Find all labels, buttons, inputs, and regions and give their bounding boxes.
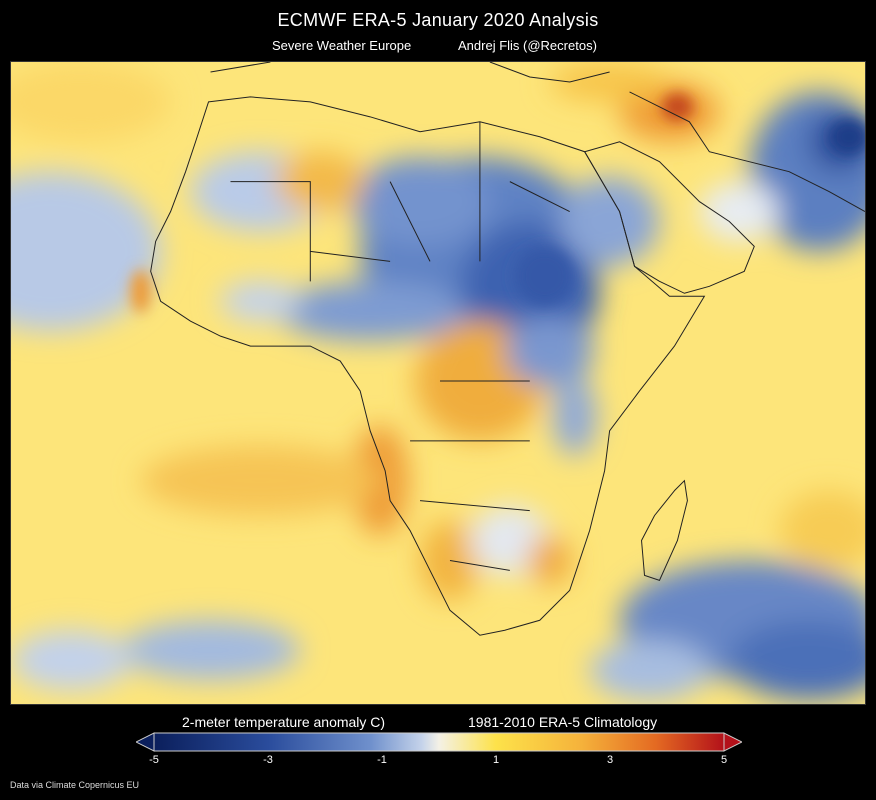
anomaly-map: [10, 61, 866, 705]
subtitle-source: Severe Weather Europe: [272, 38, 412, 53]
colorbar-gradient: [153, 732, 725, 752]
colorbar-tick-label: 1: [492, 754, 500, 766]
coastline-arabia: [583, 141, 755, 294]
coastline-madagascar: [641, 479, 688, 582]
legend-climatology-label: 1981-2010 ERA-5 Climatology: [468, 714, 658, 730]
anomaly-cool-atlantic-north: [11, 171, 161, 332]
colorbar-left-arrow: [136, 732, 155, 752]
legend-variable-label: 2-meter temperature anomaly C): [182, 714, 386, 730]
anomaly-cool-south-atlantic: [120, 620, 301, 681]
coastline-europe-south: [210, 62, 865, 212]
colorbar: [136, 732, 742, 752]
anomaly-cold-sahel: [275, 281, 465, 342]
colorbar-tick-label: -3: [263, 754, 273, 766]
subtitle-author: Andrej Flis (@Recretos): [458, 38, 597, 53]
colorbar-tick-label: 5: [720, 754, 728, 766]
colorbar-tick-label: 3: [606, 754, 614, 766]
data-credit: Data via Climate Copernicus EU: [10, 780, 140, 790]
map-title: ECMWF ERA-5 January 2020 Analysis: [277, 10, 599, 30]
colorbar-tick-label: -5: [149, 754, 159, 766]
coastline-africa: [150, 96, 706, 636]
colorbar-right-arrow: [723, 732, 742, 752]
colorbar-tick-label: -1: [377, 754, 387, 766]
